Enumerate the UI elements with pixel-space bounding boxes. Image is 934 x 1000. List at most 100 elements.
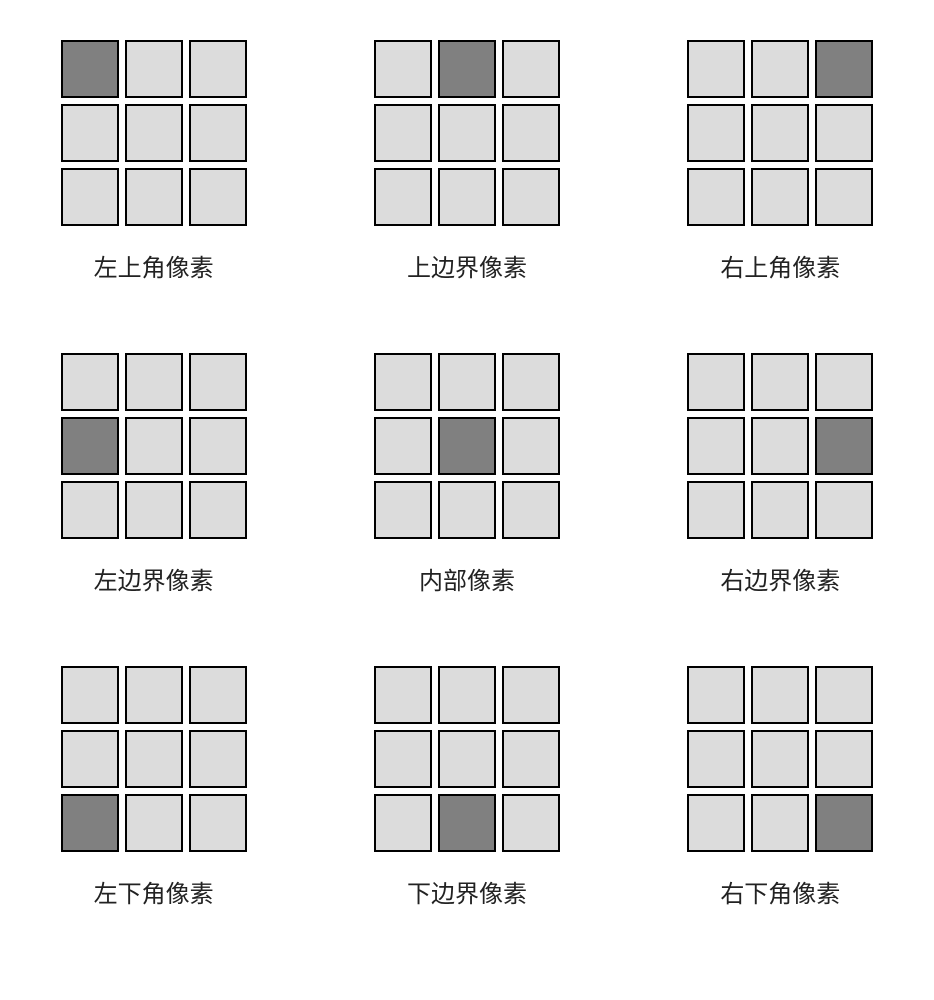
cell	[374, 104, 432, 162]
cell	[61, 40, 119, 98]
cell	[125, 794, 183, 852]
label-left: 左边界像素	[94, 561, 214, 596]
cell	[502, 481, 560, 539]
cell	[374, 417, 432, 475]
cell	[61, 794, 119, 852]
grid-center	[374, 353, 560, 539]
cell	[125, 40, 183, 98]
grid-bottom	[374, 666, 560, 852]
cell	[502, 417, 560, 475]
cell	[438, 417, 496, 475]
cell	[751, 353, 809, 411]
block-bottom-right: 右下角像素	[674, 666, 887, 909]
cell	[374, 353, 432, 411]
block-top: 上边界像素	[360, 40, 573, 283]
cell	[61, 730, 119, 788]
cell	[61, 104, 119, 162]
cell	[438, 481, 496, 539]
label-bottom-right: 右下角像素	[720, 874, 840, 909]
cell	[61, 417, 119, 475]
cell	[687, 353, 745, 411]
grid-bottom-right	[687, 666, 873, 852]
cell	[189, 730, 247, 788]
cell	[815, 794, 873, 852]
cell	[189, 168, 247, 226]
cell	[815, 481, 873, 539]
label-bottom-left: 左下角像素	[94, 874, 214, 909]
cell	[438, 40, 496, 98]
cell	[189, 40, 247, 98]
grid-right	[687, 353, 873, 539]
cell	[374, 794, 432, 852]
cell	[374, 666, 432, 724]
cell	[502, 666, 560, 724]
cell	[751, 666, 809, 724]
cell	[751, 730, 809, 788]
cell	[438, 104, 496, 162]
cell	[438, 794, 496, 852]
cell	[189, 666, 247, 724]
block-bottom: 下边界像素	[360, 666, 573, 909]
label-bottom: 下边界像素	[407, 874, 527, 909]
cell	[61, 168, 119, 226]
cell	[687, 481, 745, 539]
cell	[687, 417, 745, 475]
cell	[815, 666, 873, 724]
pixel-type-diagram: 左上角像素 上边界像素 右上角像素	[47, 40, 887, 909]
cell	[815, 417, 873, 475]
cell	[125, 666, 183, 724]
label-top: 上边界像素	[407, 248, 527, 283]
cell	[61, 481, 119, 539]
grid-top-left	[61, 40, 247, 226]
cell	[751, 794, 809, 852]
cell	[189, 794, 247, 852]
cell	[751, 40, 809, 98]
cell	[125, 417, 183, 475]
cell	[751, 168, 809, 226]
cell	[502, 730, 560, 788]
cell	[189, 104, 247, 162]
cell	[189, 417, 247, 475]
cell	[125, 481, 183, 539]
cell	[815, 168, 873, 226]
block-center: 内部像素	[360, 353, 573, 596]
cell	[687, 666, 745, 724]
cell	[502, 794, 560, 852]
cell	[374, 40, 432, 98]
cell	[189, 353, 247, 411]
block-bottom-left: 左下角像素	[47, 666, 260, 909]
cell	[751, 481, 809, 539]
cell	[751, 104, 809, 162]
cell	[815, 353, 873, 411]
block-right: 右边界像素	[674, 353, 887, 596]
cell	[438, 168, 496, 226]
cell	[374, 481, 432, 539]
label-center: 内部像素	[419, 561, 515, 596]
grid-bottom-left	[61, 666, 247, 852]
cell	[751, 417, 809, 475]
cell	[502, 40, 560, 98]
block-top-left: 左上角像素	[47, 40, 260, 283]
cell	[815, 40, 873, 98]
cell	[374, 730, 432, 788]
grid-top	[374, 40, 560, 226]
cell	[374, 168, 432, 226]
cell	[438, 730, 496, 788]
cell	[438, 666, 496, 724]
cell	[687, 794, 745, 852]
cell	[125, 104, 183, 162]
cell	[125, 730, 183, 788]
block-top-right: 右上角像素	[674, 40, 887, 283]
label-top-left: 左上角像素	[94, 248, 214, 283]
cell	[687, 730, 745, 788]
cell	[502, 353, 560, 411]
cell	[687, 104, 745, 162]
cell	[502, 168, 560, 226]
block-left: 左边界像素	[47, 353, 260, 596]
label-right: 右边界像素	[720, 561, 840, 596]
cell	[438, 353, 496, 411]
cell	[815, 730, 873, 788]
cell	[61, 353, 119, 411]
cell	[61, 666, 119, 724]
label-top-right: 右上角像素	[720, 248, 840, 283]
